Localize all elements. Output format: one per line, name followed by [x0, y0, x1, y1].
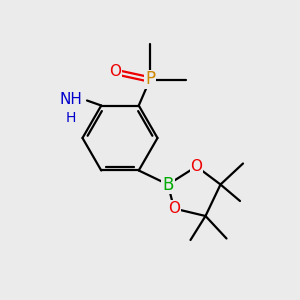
Text: P: P [145, 70, 155, 88]
Text: O: O [168, 201, 180, 216]
Text: B: B [162, 176, 174, 194]
Text: H: H [65, 112, 76, 125]
Text: NH: NH [59, 92, 82, 106]
Text: O: O [110, 64, 122, 80]
Text: O: O [190, 159, 202, 174]
